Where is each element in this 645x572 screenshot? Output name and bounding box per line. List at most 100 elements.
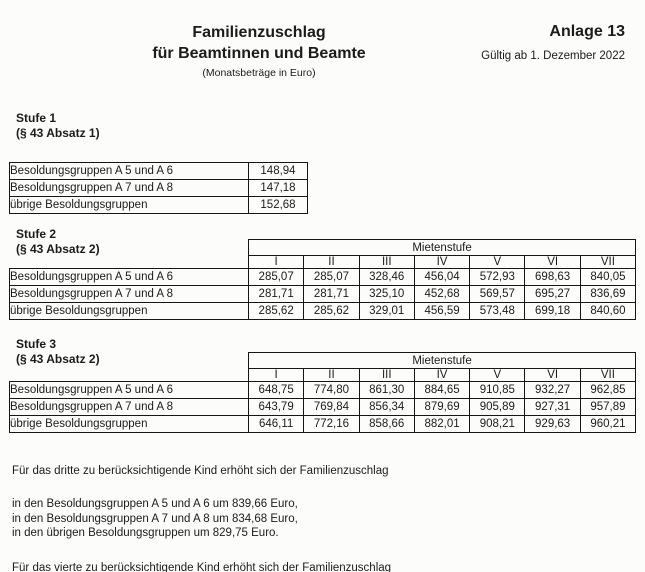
value-cell: 456,59 xyxy=(413,302,471,320)
row-label: übrige Besoldungsgruppen xyxy=(9,415,249,433)
value-cell: 328,46 xyxy=(358,268,415,286)
column-header: II xyxy=(303,368,360,382)
value-cell: 960,21 xyxy=(579,415,637,433)
note-third-child-lines: in den Besoldungsgruppen A 5 und A 6 um … xyxy=(12,497,298,541)
document-title-block: Familienzuschlag für Beamtinnen und Beam… xyxy=(108,22,410,80)
value-cell: 285,62 xyxy=(247,302,305,320)
table-row: übrige Besoldungsgruppen 285,62 285,62 3… xyxy=(9,302,637,320)
value-cell: 882,01 xyxy=(413,415,471,433)
document-subtitle: (Monatsbeträge in Euro) xyxy=(202,67,316,79)
spacer-cell xyxy=(10,369,249,382)
value-cell: 699,18 xyxy=(524,302,581,320)
value-cell: 772,16 xyxy=(303,415,360,433)
stufe3-heading-title: Stufe 3 xyxy=(16,337,57,351)
column-header: V xyxy=(469,368,526,382)
value-cell: 452,68 xyxy=(413,285,471,303)
row-label: Besoldungsgruppen A 7 und A 8 xyxy=(9,398,249,416)
table-row: übrige Besoldungsgruppen 646,11 772,16 8… xyxy=(9,415,637,433)
row-label: Besoldungsgruppen A 7 und A 8 xyxy=(9,179,249,197)
value-cell: 856,34 xyxy=(358,398,415,416)
value-cell: 285,07 xyxy=(303,268,360,286)
value-cell: 569,57 xyxy=(469,285,526,303)
table-row: Besoldungsgruppen A 7 und A 8 643,79 769… xyxy=(9,398,637,416)
table-group-header-row: Mietenstufe xyxy=(10,239,637,256)
row-label: übrige Besoldungsgruppen xyxy=(9,302,249,320)
note-line-a5a6: in den Besoldungsgruppen A 5 und A 6 um … xyxy=(12,498,298,510)
value-cell: 285,62 xyxy=(303,302,360,320)
stufe3-heading-sub: (§ 43 Absatz 2) xyxy=(16,352,100,366)
stufe2-heading-sub: (§ 43 Absatz 2) xyxy=(16,242,100,256)
row-label: Besoldungsgruppen A 5 und A 6 xyxy=(9,381,249,399)
row-label: Besoldungsgruppen A 7 und A 8 xyxy=(9,285,249,303)
value-cell: 456,04 xyxy=(413,268,471,286)
annex-label: Anlage 13 xyxy=(549,23,625,40)
column-header: I xyxy=(247,255,305,269)
table-row: Besoldungsgruppen A 7 und A 8 147,18 xyxy=(9,179,308,197)
mietenstufe-header: Mietenstufe xyxy=(247,239,637,256)
note-line-a7a8: in den Besoldungsgruppen A 7 und A 8 um … xyxy=(12,512,298,525)
spacer-cell xyxy=(10,353,249,369)
note-line-uebrige: in den übrigen Besoldungsgruppen um 829,… xyxy=(12,527,279,539)
value-cell: 962,85 xyxy=(579,381,637,399)
value-cell: 836,69 xyxy=(579,285,637,303)
valid-from-label: Gültig ab 1. Dezember 2022 xyxy=(481,50,625,62)
value-cell: 840,60 xyxy=(579,302,637,320)
value-cell: 927,31 xyxy=(524,398,581,416)
value-cell: 840,05 xyxy=(579,268,637,286)
stufe2-heading-title: Stufe 2 xyxy=(16,227,57,241)
value-cell: 910,85 xyxy=(469,381,526,399)
value-cell: 884,65 xyxy=(413,381,471,399)
value-cell: 774,80 xyxy=(303,381,360,399)
value-cell: 908,21 xyxy=(469,415,526,433)
value-cell: 769,84 xyxy=(303,398,360,416)
value-cell: 148,94 xyxy=(248,162,308,180)
stufe1-heading-sub: (§ 43 Absatz 1) xyxy=(16,126,100,140)
stufe2-heading: Stufe 2 (§ 43 Absatz 2) xyxy=(16,227,100,257)
note-fourth-child-intro: Für das vierte zu berücksichtigende Kind… xyxy=(12,562,392,572)
row-label: Besoldungsgruppen A 5 und A 6 xyxy=(9,162,249,180)
column-header: II xyxy=(303,255,360,269)
mietenstufe-header: Mietenstufe xyxy=(247,352,637,369)
column-header: IV xyxy=(413,255,471,269)
value-cell: 858,66 xyxy=(358,415,415,433)
value-cell: 695,27 xyxy=(524,285,581,303)
table-column-header-row: I II III IV V VI VII xyxy=(10,255,637,269)
value-cell: 646,11 xyxy=(247,415,305,433)
stufe2-table: Mietenstufe I II III IV V VI VII Besoldu… xyxy=(9,239,637,320)
value-cell: 325,10 xyxy=(358,285,415,303)
value-cell: 285,07 xyxy=(247,268,305,286)
row-label: übrige Besoldungsgruppen xyxy=(9,196,249,214)
value-cell: 147,18 xyxy=(248,179,308,197)
column-header: VII xyxy=(579,368,637,382)
value-cell: 861,30 xyxy=(358,381,415,399)
value-cell: 932,27 xyxy=(524,381,581,399)
value-cell: 152,68 xyxy=(248,196,308,214)
column-header: VII xyxy=(579,255,637,269)
value-cell: 573,48 xyxy=(469,302,526,320)
column-header: VI xyxy=(524,368,581,382)
annex-block: Anlage 13 Gültig ab 1. Dezember 2022 xyxy=(481,22,625,63)
stufe1-table: Besoldungsgruppen A 5 und A 6 148,94 Bes… xyxy=(9,162,308,214)
table-row: Besoldungsgruppen A 7 und A 8 281,71 281… xyxy=(9,285,637,303)
table-row: Besoldungsgruppen A 5 und A 6 648,75 774… xyxy=(9,381,637,399)
value-cell: 643,79 xyxy=(247,398,305,416)
column-header: III xyxy=(358,255,415,269)
table-row: übrige Besoldungsgruppen 152,68 xyxy=(9,196,308,214)
value-cell: 572,93 xyxy=(469,268,526,286)
value-cell: 281,71 xyxy=(247,285,305,303)
document-title-line2: für Beamtinnen und Beamte xyxy=(152,45,366,62)
row-label: Besoldungsgruppen A 5 und A 6 xyxy=(9,268,249,286)
column-header: V xyxy=(469,255,526,269)
note-third-child-intro: Für das dritte zu berücksichtigende Kind… xyxy=(12,465,389,477)
stufe3-heading: Stufe 3 (§ 43 Absatz 2) xyxy=(16,337,100,367)
column-header: III xyxy=(358,368,415,382)
value-cell: 648,75 xyxy=(247,381,305,399)
value-cell: 957,89 xyxy=(579,398,637,416)
column-header: VI xyxy=(524,255,581,269)
stufe1-heading-title: Stufe 1 xyxy=(16,111,57,125)
spacer-cell xyxy=(10,240,249,256)
spacer-cell xyxy=(10,256,249,269)
table-column-header-row: I II III IV V VI VII xyxy=(10,368,637,382)
value-cell: 929,63 xyxy=(524,415,581,433)
